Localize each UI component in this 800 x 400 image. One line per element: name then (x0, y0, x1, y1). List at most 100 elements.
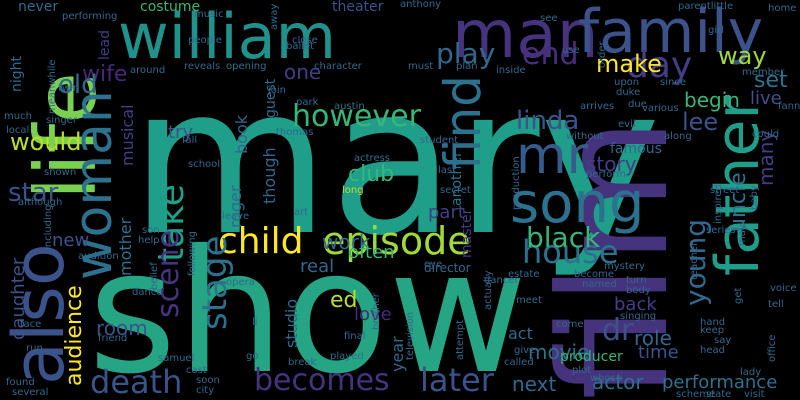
word-head: head (700, 345, 725, 356)
word-play: play (436, 37, 496, 70)
word-use: use (562, 45, 580, 56)
word-ed: ed (330, 288, 358, 313)
word-costume: costume (140, 0, 201, 15)
word-act: act (508, 324, 533, 343)
word-join: join (268, 85, 287, 96)
word-plot: plot (572, 365, 592, 376)
word-without: without (566, 131, 604, 142)
word-called: called (504, 357, 534, 368)
word-tell: tell (768, 299, 784, 310)
word-people: people (188, 35, 222, 46)
word-singing: singing (620, 311, 657, 322)
word-street: street (710, 185, 740, 196)
word-named: named (582, 279, 617, 290)
word-li: li (252, 317, 258, 328)
word-upon: upon (614, 77, 640, 88)
word-secret: secret (440, 185, 471, 196)
word-due: due (628, 99, 647, 110)
word-student: student (420, 135, 459, 146)
word-william: william (118, 0, 336, 73)
word-run: run (26, 343, 43, 354)
word-year: year (388, 336, 407, 372)
word-help: help (138, 235, 160, 246)
word-voice: voice (770, 283, 797, 294)
word-say: say (714, 335, 732, 346)
word-master: master (459, 208, 475, 258)
word-plan: plan (456, 61, 478, 72)
word-art: art (294, 207, 309, 218)
word-actress: actress (354, 153, 391, 164)
word-scheme: scheme (676, 389, 716, 400)
word-mystery: mystery (604, 261, 645, 272)
word-opera: opera (226, 277, 255, 288)
word-following: following (187, 231, 198, 276)
word-old: old (58, 70, 98, 100)
word-production: production (511, 156, 522, 210)
word-thomas: thomas (276, 127, 314, 138)
word-character: character (314, 61, 362, 72)
word-office: office (767, 334, 778, 362)
word-director: director (424, 261, 471, 275)
word-anthony: anthony (400, 0, 442, 10)
word-television: television (405, 311, 416, 360)
word-fanny: fanny (778, 101, 800, 112)
word-house: house (522, 233, 619, 271)
word-attempt: attempt (455, 319, 466, 360)
word-shown: shown (44, 167, 77, 178)
word-must: must (408, 61, 434, 72)
word-soon: soon (196, 375, 220, 386)
word-samuel: samuel (158, 353, 195, 364)
word-mary: mary (130, 43, 661, 281)
word-including: including (43, 204, 54, 250)
word-lady: lady (740, 367, 762, 378)
word-time: time (638, 342, 679, 363)
word-get: get (733, 287, 744, 304)
word-along: along (664, 131, 692, 142)
word-however: however (292, 99, 421, 134)
word-final: final (344, 331, 366, 342)
word-meet: meet (516, 295, 542, 306)
word-song: song (510, 171, 645, 236)
word-keep: keep (700, 325, 725, 336)
word-black: black (526, 221, 601, 254)
word-away: away (269, 3, 280, 30)
word-baby: baby (749, 185, 760, 210)
word-opening: opening (226, 61, 267, 72)
word-austin: austin (334, 101, 365, 112)
word-star: star (8, 178, 59, 208)
word-next: next (512, 372, 557, 396)
word-linda: linda (516, 106, 580, 136)
word-never: never (18, 0, 59, 15)
word-try: try (168, 122, 194, 143)
word-cast: cast (186, 365, 207, 376)
word-inspired: inspired (713, 184, 724, 224)
word-around: around (130, 65, 166, 76)
word-duke: duke (616, 87, 641, 98)
word-brother: brother (371, 293, 382, 330)
word-show: show (88, 214, 528, 400)
word-end: end (522, 37, 579, 72)
word-would: would (10, 128, 82, 156)
word-lead: lead (97, 30, 113, 60)
word-dance: dance (132, 287, 163, 298)
word-mother: mother (116, 217, 135, 276)
word-eye: eye (424, 259, 443, 270)
word-mr: mr (516, 126, 589, 186)
word-leave: leave (222, 211, 250, 222)
word-arrives: arrives (580, 101, 615, 112)
word-visit: visit (744, 389, 765, 400)
word-producer: producer (560, 349, 623, 365)
word-studio: studio (282, 298, 301, 348)
word-new: new (52, 230, 90, 251)
word-famous: famous (610, 141, 662, 157)
word-state: state (706, 389, 732, 400)
word-become: become (574, 269, 615, 280)
word-break: break (288, 357, 317, 368)
word-death: death (90, 363, 183, 400)
word-belief: belief (149, 262, 160, 290)
word-club: club (348, 162, 395, 187)
word-reveals: reveals (184, 61, 221, 72)
word-day: day (626, 45, 693, 86)
word-city: city (196, 385, 215, 396)
word-story: story (586, 152, 637, 176)
